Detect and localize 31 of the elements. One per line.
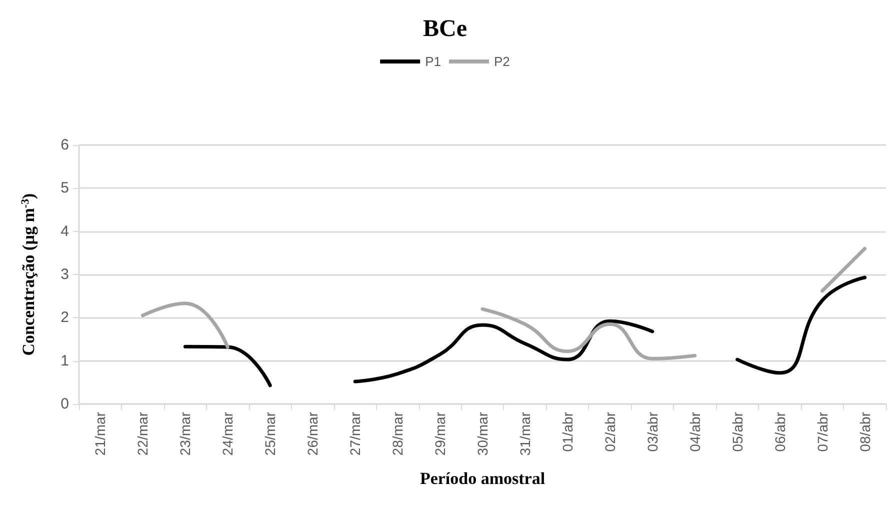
x-tick-label: 28/mar [390, 412, 406, 456]
y-axis-title: Concentração (µg m-3) [19, 193, 38, 356]
x-tick-label: 02/abr [602, 412, 618, 452]
x-tick-label: 26/mar [304, 412, 321, 456]
legend-label: P1 [425, 54, 442, 69]
x-tick-label: 25/mar [262, 412, 278, 456]
chart-title: BCe [423, 16, 468, 42]
y-tick-label: 2 [60, 309, 69, 326]
x-tick-label: 31/mar [516, 412, 533, 456]
y-tick-label: 5 [60, 180, 69, 197]
x-tick-label: 24/mar [220, 412, 236, 456]
x-tick-label: 05/abr [729, 412, 746, 452]
y-tick-label: 1 [60, 352, 69, 370]
y-tick-label: 0 [60, 396, 69, 412]
x-tick-label: 22/mar [134, 412, 151, 456]
x-tick-label: 08/abr [856, 412, 873, 452]
x-tick-label: 06/abr [772, 412, 788, 452]
x-tick-label: 03/abr [644, 412, 660, 452]
x-tick-label: 07/abr [814, 412, 830, 452]
x-tick-label: 01/abr [559, 412, 576, 452]
legend-label: P2 [494, 54, 510, 69]
x-tick-label: 04/abr [686, 412, 703, 452]
y-tick-label: 3 [60, 266, 69, 283]
x-tick-label: 21/mar [92, 412, 108, 456]
x-tick-label: 27/mar [347, 412, 364, 456]
x-tick-label: 23/mar [177, 412, 194, 456]
y-tick-label: 6 [60, 136, 69, 154]
x-axis-title: Período amostral [420, 469, 546, 488]
x-tick-label: 29/mar [432, 412, 448, 456]
y-tick-label: 4 [60, 222, 69, 240]
x-tick-label: 30/mar [474, 412, 490, 456]
